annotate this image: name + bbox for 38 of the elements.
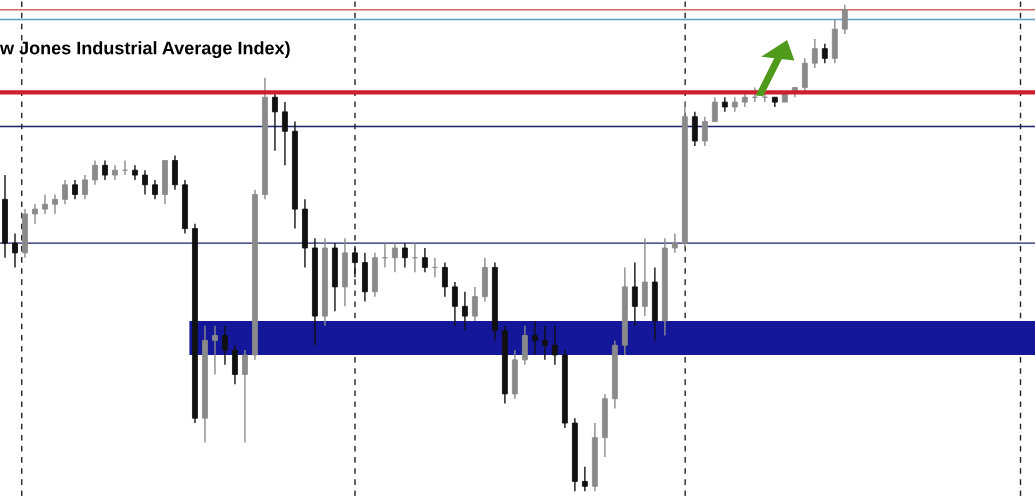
candlestick <box>541 325 548 361</box>
candlestick <box>422 247 428 274</box>
candlestick <box>701 116 708 147</box>
candlestick <box>52 193 58 215</box>
candlestick <box>42 193 48 215</box>
candlestick <box>711 96 718 123</box>
candlestick <box>531 320 538 356</box>
candlestick <box>102 159 108 181</box>
candlestick <box>352 247 358 278</box>
candlestick <box>451 281 458 327</box>
text: w Jones Industrial Average Index) <box>0 41 290 59</box>
candlestick <box>32 203 38 225</box>
candlestick <box>132 164 138 181</box>
candlestick <box>811 38 818 69</box>
candlestick <box>12 232 18 269</box>
candlestick <box>392 242 398 274</box>
candlestick <box>82 174 88 201</box>
candlestick <box>841 4 848 35</box>
candlestick <box>471 286 478 322</box>
candlestick <box>272 91 278 152</box>
candlestick <box>441 261 448 298</box>
candlestick <box>821 43 828 64</box>
candlestick <box>461 291 468 332</box>
candlestick <box>72 179 78 201</box>
candlestick <box>631 261 638 327</box>
candlestick <box>212 325 218 376</box>
candlestick <box>402 242 408 269</box>
candlestick <box>581 466 588 492</box>
candlestick <box>671 232 678 254</box>
candlestick <box>242 349 248 444</box>
candlestick <box>152 179 158 201</box>
candlestick <box>222 325 228 366</box>
candlestick <box>92 159 98 186</box>
candlestick <box>62 179 68 205</box>
candlestick <box>112 164 118 181</box>
candlestick <box>551 325 558 366</box>
candlestick <box>142 169 148 196</box>
candlestick <box>282 101 288 167</box>
